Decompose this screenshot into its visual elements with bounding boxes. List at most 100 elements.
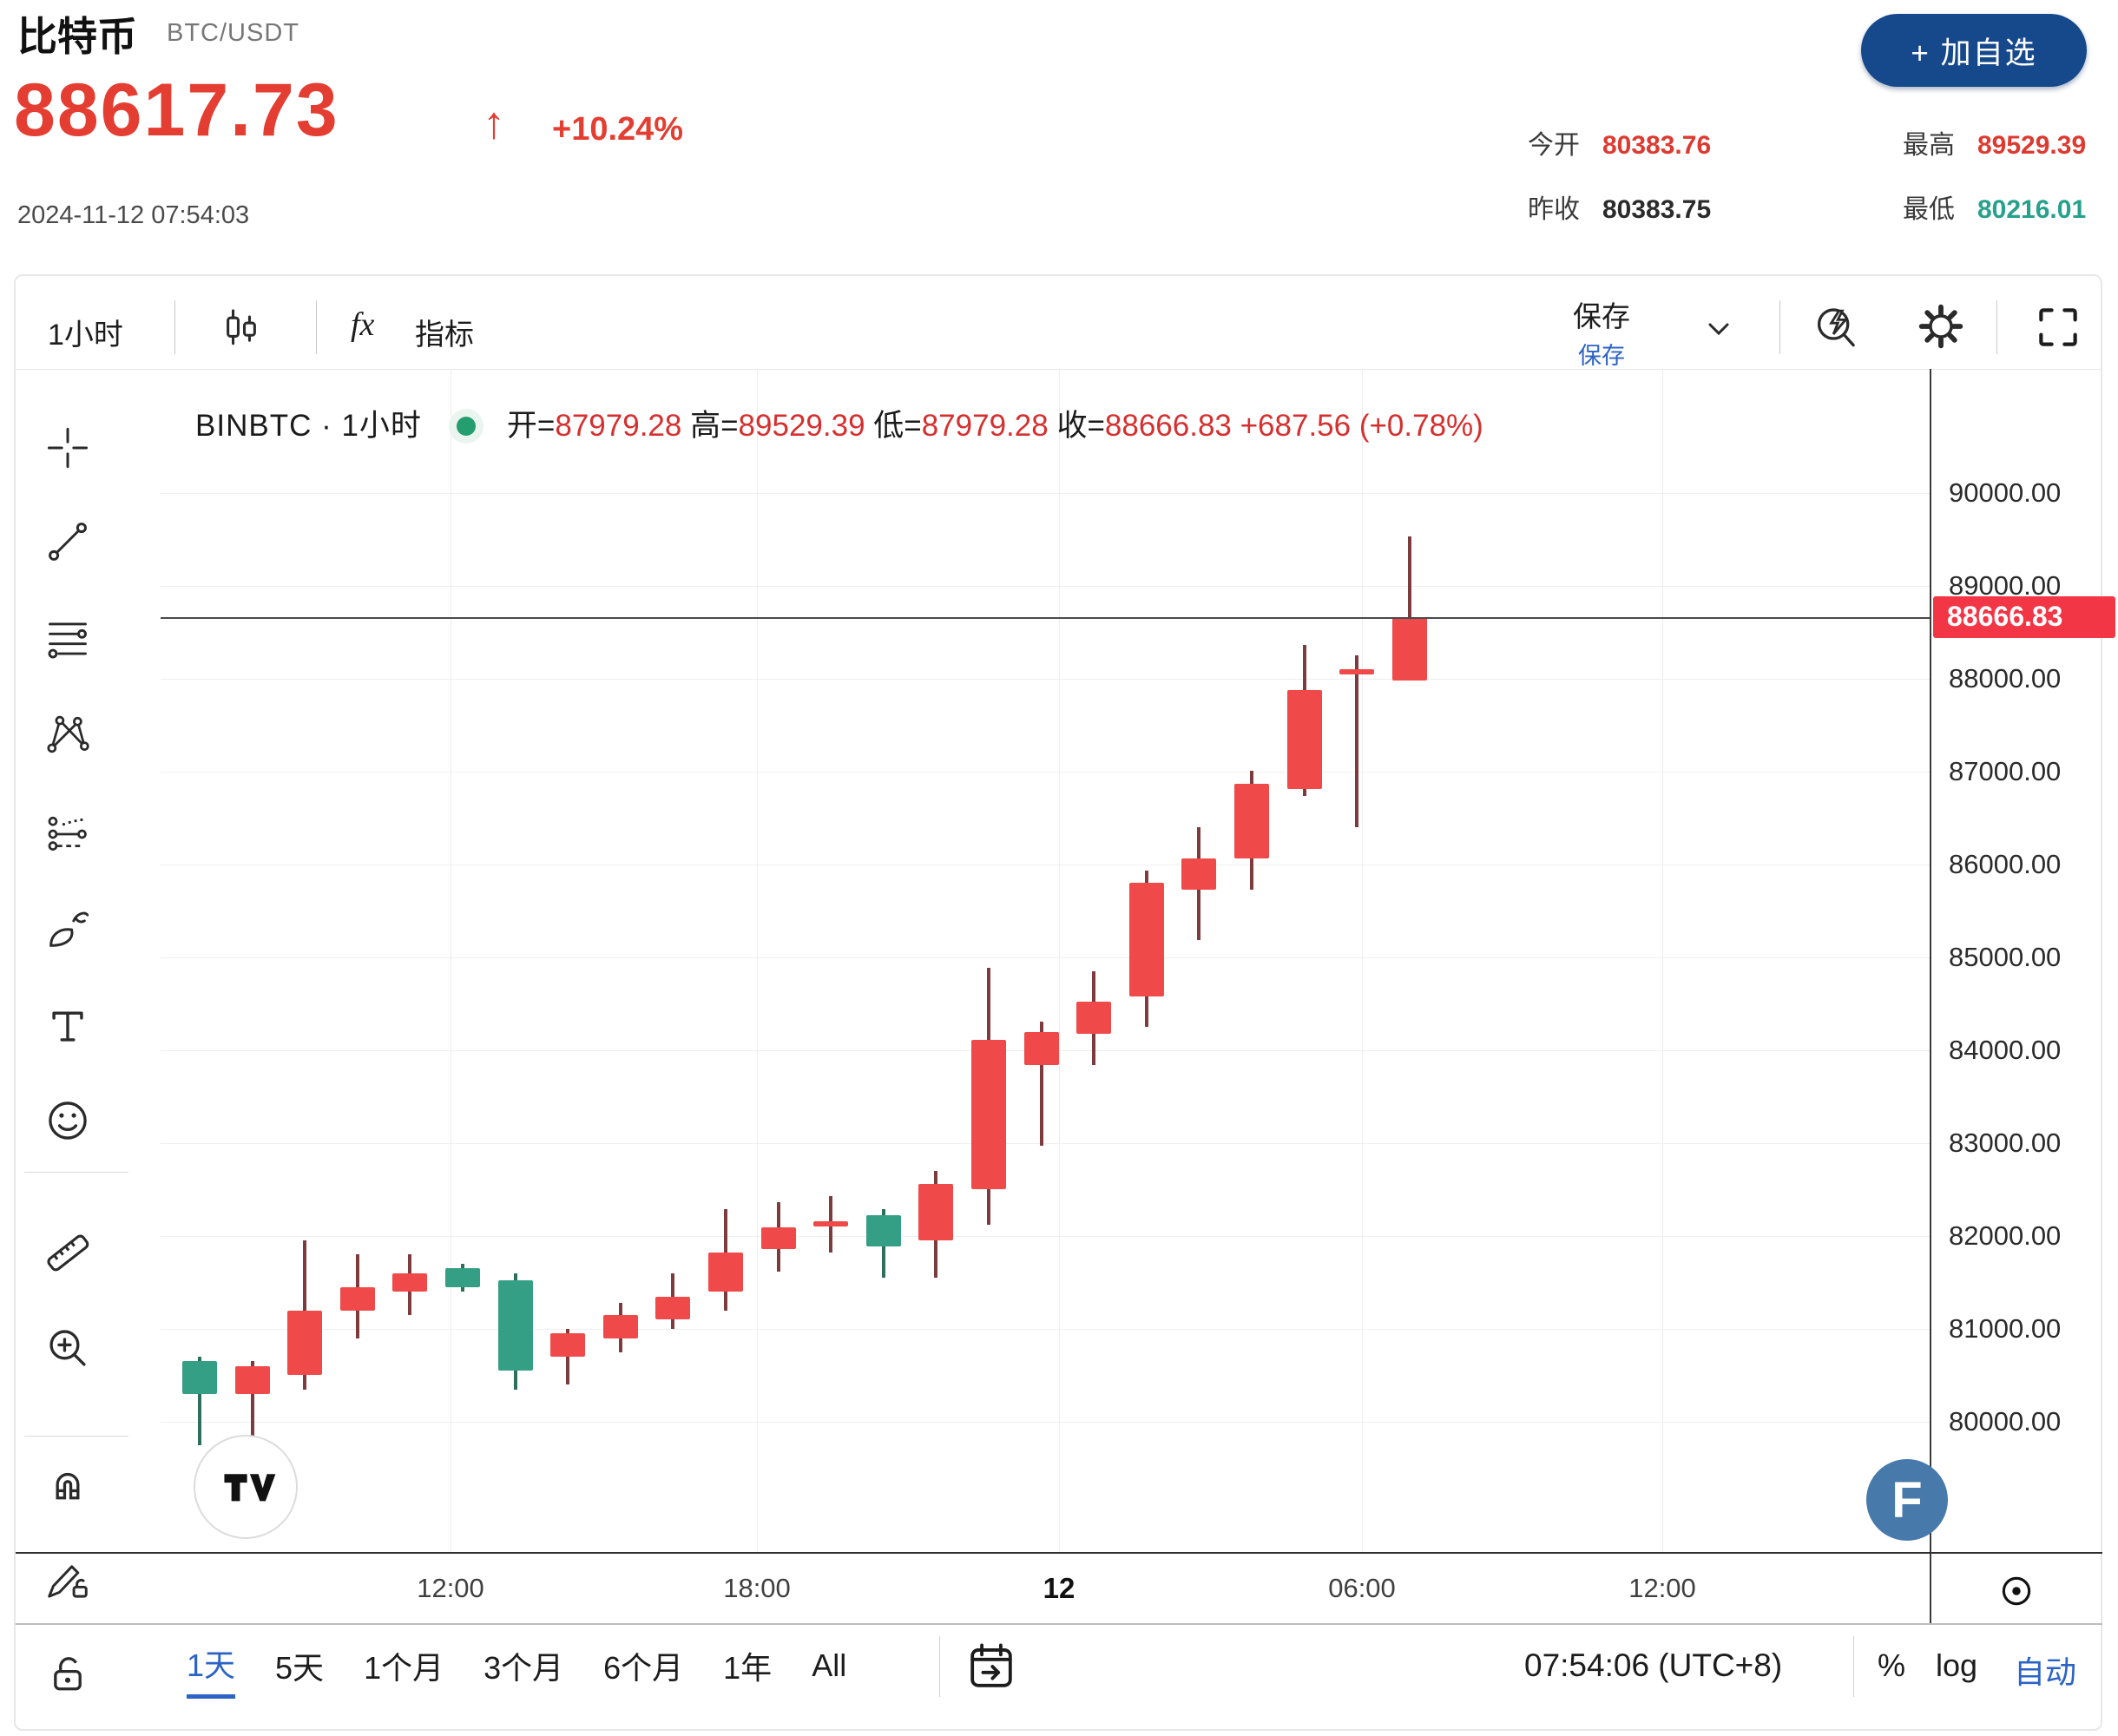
candle-body [234, 1365, 270, 1394]
candle-body [1181, 858, 1217, 890]
lock-icon[interactable] [45, 1651, 90, 1696]
magnet-icon[interactable] [45, 1460, 90, 1505]
stat-high: 最高 89529.39 [1903, 131, 2087, 160]
crosshair-icon[interactable] [46, 426, 89, 470]
candle-body [1023, 1031, 1059, 1066]
candle-body [918, 1184, 954, 1241]
fullscreen-icon[interactable] [2035, 304, 2082, 351]
price-gridline [161, 957, 1930, 958]
time-tick-label: 06:00 [1328, 1573, 1396, 1603]
drawing-toolbar [0, 373, 161, 1727]
range-tab-6个月[interactable]: 6个月 [603, 1649, 684, 1686]
time-gridline [757, 369, 758, 1552]
stat-prev-close: 昨收 80383.75 [1528, 195, 1712, 224]
time-axis[interactable]: 12:00 18:00 12 06:00 12:00 [16, 1552, 2102, 1625]
candles-icon[interactable] [219, 306, 264, 351]
sidebar-divider [24, 1172, 128, 1173]
current-price: 88617.73 [14, 69, 339, 152]
fx-icon[interactable]: fx [351, 306, 375, 343]
price-tick-label: 89000.00 [1949, 570, 2062, 601]
zoom-in-icon[interactable] [45, 1325, 90, 1371]
candle-body [392, 1272, 428, 1292]
candle-body [1128, 883, 1164, 996]
current-price-line [161, 616, 1930, 619]
price-tick-label: 83000.00 [1949, 1128, 2062, 1158]
chart-widget-frame [14, 274, 2102, 1731]
log-scale-button[interactable]: log [1936, 1647, 1978, 1683]
range-tab-1天[interactable]: 1天 [187, 1641, 236, 1699]
ruler-icon[interactable] [45, 1230, 90, 1275]
trend-line-icon[interactable] [46, 520, 89, 563]
gear-icon[interactable] [1917, 302, 1965, 351]
candle-wick [566, 1329, 570, 1385]
emoji-icon[interactable] [45, 1098, 90, 1143]
quote-timestamp: 2024-11-12 07:54:03 [17, 201, 250, 229]
go-to-realtime-icon[interactable] [1996, 1571, 2036, 1615]
candle-body [1339, 669, 1375, 674]
add-watchlist-button[interactable]: + 加自选 [1861, 14, 2087, 87]
tradingview-logo [194, 1435, 298, 1539]
candle-body [1076, 1002, 1112, 1034]
price-axis[interactable]: 90000.00 89000.00 88000.00 87000.00 86000.00… [1931, 369, 2118, 1552]
time-gridline [1059, 369, 1060, 1552]
time-tick-label: 18:00 [723, 1573, 791, 1603]
futu-logo: F [1866, 1459, 1948, 1541]
forecast-icon[interactable] [46, 812, 89, 856]
range-tab-3个月[interactable]: 3个月 [483, 1649, 564, 1686]
xabcd-pattern-icon[interactable] [46, 713, 89, 756]
draw-lock-icon[interactable] [45, 1556, 90, 1601]
stat-low: 最低 80216.01 [1903, 195, 2087, 224]
price-tick-label: 81000.00 [1949, 1313, 2062, 1344]
candle-body [497, 1280, 533, 1371]
candle-body [813, 1220, 849, 1227]
chevron-down-icon[interactable] [1701, 314, 1736, 344]
candle-body [971, 1040, 1006, 1190]
sidebar-divider [24, 1436, 128, 1437]
candle-body [550, 1333, 586, 1358]
range-tabs: 1天 5天 1个月 3个月 6个月 1年 All [187, 1641, 846, 1699]
candle-wick [198, 1357, 201, 1445]
candle-body [1286, 689, 1322, 790]
fib-lines-icon[interactable] [46, 617, 89, 661]
toolbar-divider [174, 300, 175, 354]
price-gridline [161, 1236, 1930, 1237]
candle-body [287, 1310, 323, 1376]
price-tick-label: 84000.00 [1949, 1035, 2062, 1065]
stat-open: 今开 80383.76 [1528, 131, 1712, 160]
candle-body [1391, 616, 1427, 681]
percent-scale-button[interactable]: % [1878, 1647, 1906, 1683]
candle-wick [250, 1361, 254, 1450]
time-tick-label: 12:00 [1628, 1573, 1696, 1603]
range-tab-5天[interactable]: 5天 [275, 1649, 325, 1686]
coin-name: 比特币 [17, 14, 137, 59]
time-gridline [1662, 369, 1663, 1552]
price-gridline [161, 1143, 1930, 1144]
price-up-arrow-icon: ↑ [483, 98, 505, 148]
range-tab-1年[interactable]: 1年 [723, 1649, 773, 1686]
range-tab-1个月[interactable]: 1个月 [364, 1649, 444, 1686]
time-gridline [1362, 369, 1363, 1552]
candle-body [339, 1286, 375, 1311]
brush-icon[interactable] [46, 907, 89, 950]
go-to-date-icon[interactable] [965, 1641, 1017, 1697]
price-tick-label: 88000.00 [1949, 663, 2062, 694]
auto-scale-button[interactable]: 自动 [2014, 1654, 2077, 1690]
session-clock[interactable]: 07:54:06 (UTC+8) [1524, 1647, 1783, 1683]
save-button[interactable]: 保存 保存 [1573, 300, 1630, 369]
quick-search-icon[interactable] [1812, 302, 1861, 351]
candle-body [655, 1296, 691, 1320]
interval-button[interactable]: 1小时 [48, 319, 123, 352]
candle-wick [1355, 655, 1359, 828]
candle-body [1234, 783, 1269, 858]
text-icon[interactable] [46, 1004, 89, 1048]
candle-wick [1039, 1021, 1043, 1147]
candlestick-chart[interactable] [161, 369, 1930, 1552]
series-visibility-dot[interactable] [456, 417, 476, 436]
range-tab-All[interactable]: All [812, 1647, 847, 1683]
price-gridline [161, 1329, 1930, 1330]
candle-body [445, 1268, 480, 1287]
indicators-button[interactable]: 指标 [415, 319, 474, 352]
candle-wick [1407, 536, 1411, 681]
price-tick-label: 90000.00 [1949, 477, 2062, 508]
